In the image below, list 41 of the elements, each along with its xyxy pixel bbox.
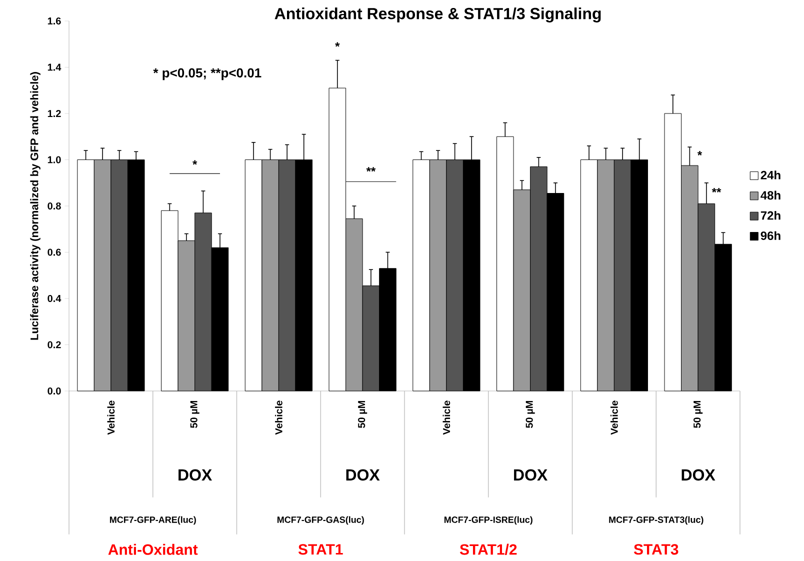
y-tick-label: 1.2 xyxy=(48,110,61,117)
x-tick-label: 50 µM xyxy=(694,400,703,428)
text: DOX xyxy=(514,469,548,481)
x-tick-label: Vehicle xyxy=(442,400,450,435)
text: DOX xyxy=(178,469,212,481)
chart-title: Antioxidant Response & STAT1/3 Signaling xyxy=(274,8,601,22)
legend-label: 24h xyxy=(760,170,780,180)
annotation: ** xyxy=(366,167,376,172)
x-tick-label: Vehicle xyxy=(610,400,618,435)
text: STAT3 xyxy=(634,544,678,555)
annotation: * xyxy=(335,42,340,47)
y-tick-label: 0.8 xyxy=(48,202,61,210)
text: DOX xyxy=(682,469,716,481)
annotation: ** xyxy=(712,188,722,192)
x-tick-label: 50 µM xyxy=(190,400,200,428)
text: STAT1 xyxy=(298,544,343,555)
annotation: * xyxy=(697,150,702,156)
legend-label: 48h xyxy=(760,190,780,200)
y-axis-title: Luciferase activity (normalized by GFP and vehicle) xyxy=(30,72,40,340)
y-tick-label: 0.2 xyxy=(48,341,61,348)
legend-label: 72h xyxy=(760,210,780,220)
x-tick-label: Vehicle xyxy=(107,400,115,435)
x-tick-label: 50 µM xyxy=(358,400,368,428)
y-tick-label: 1.6 xyxy=(48,17,61,25)
text: Anti-Oxidant xyxy=(108,544,198,555)
y-tick-label: 0.0 xyxy=(48,387,61,395)
y-tick-label: 1.0 xyxy=(48,156,61,164)
text: DOX xyxy=(346,469,380,481)
legend-label: 96h xyxy=(760,231,780,240)
x-tick-label: 50 µM xyxy=(526,400,535,428)
text: MCF7-GFP-STAT3(luc) xyxy=(609,516,704,525)
x-tick-label: Vehicle xyxy=(275,400,282,435)
annotation: * xyxy=(192,160,198,165)
text: MCF7-GFP-ARE(luc) xyxy=(110,516,196,525)
y-tick-label: 0.4 xyxy=(48,294,62,302)
text: MCF7-GFP-GAS(luc) xyxy=(277,516,364,525)
text: MCF7-GFP-ISRE(luc) xyxy=(444,516,532,525)
y-tick-label: 1.4 xyxy=(48,64,62,71)
y-tick-label: 0.6 xyxy=(48,248,61,256)
text: STAT1/2 xyxy=(460,544,517,555)
annotation: * p<0.05; **p<0.01 xyxy=(153,68,262,80)
